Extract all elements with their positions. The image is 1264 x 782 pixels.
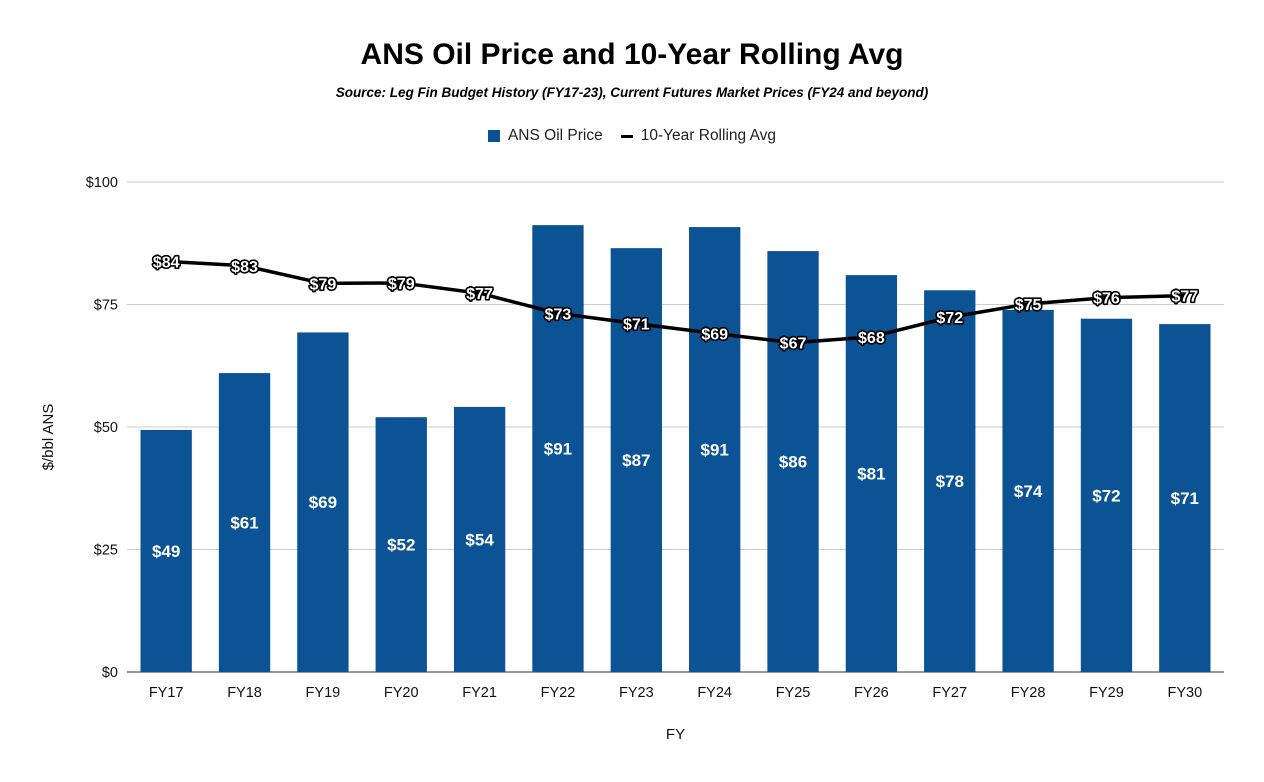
- bar-data-label: $52: [387, 536, 415, 555]
- bar-data-label: $54: [465, 530, 494, 549]
- line-data-label: $72: [936, 310, 963, 327]
- bar: [767, 251, 819, 672]
- line-data-label: $79: [310, 276, 337, 293]
- line-data-label: $76: [1093, 291, 1120, 308]
- y-tick-label: $0: [102, 665, 118, 681]
- x-tick-label: FY19: [306, 685, 341, 701]
- x-tick-label: FY21: [462, 685, 497, 701]
- chart-subtitle: Source: Leg Fin Budget History (FY17-23)…: [335, 85, 929, 100]
- x-tick-label: FY29: [1089, 685, 1124, 701]
- line-point: [1104, 296, 1108, 300]
- line-data-label: $77: [466, 286, 493, 303]
- legend-swatch-line: [620, 134, 633, 138]
- legend-label-rolling-avg: 10-Year Rolling Avg: [640, 127, 777, 144]
- line-data-label: $67: [780, 336, 807, 353]
- bar: [845, 275, 898, 672]
- legend-label-oil-price: ANS Oil Price: [507, 127, 603, 144]
- line-data-label: $71: [623, 317, 650, 334]
- x-tick-label: FY24: [697, 685, 732, 701]
- line-data-label: $77: [1171, 289, 1198, 306]
- rolling-avg-line: [164, 259, 1187, 345]
- line-point: [399, 281, 403, 285]
- line-point: [713, 331, 717, 335]
- x-tick-label: FY18: [227, 685, 262, 701]
- bar-data-label: $74: [1014, 482, 1043, 501]
- bar-data-label: $86: [779, 453, 807, 472]
- bar: [218, 373, 271, 672]
- bar-data-label: $81: [857, 465, 885, 484]
- line-point: [243, 264, 247, 268]
- bar: [297, 332, 349, 672]
- line-point: [1026, 302, 1030, 306]
- line-data-label: $83: [231, 259, 258, 276]
- bar-data-label: $61: [230, 514, 258, 533]
- bar: [689, 227, 741, 672]
- y-tick-label: $100: [86, 175, 118, 191]
- x-tick-label: FY26: [854, 685, 889, 701]
- y-tick-label: $50: [94, 420, 118, 436]
- x-tick-label: FY30: [1167, 685, 1202, 701]
- line-point: [791, 341, 795, 345]
- x-tick-label: FY17: [149, 685, 184, 701]
- line-point: [948, 315, 952, 319]
- x-axis-title: FY: [666, 726, 685, 743]
- legend-item-oil-price: ANS Oil Price: [487, 127, 603, 145]
- x-tick-label: FY23: [619, 685, 654, 701]
- bar-data-label: $72: [1092, 486, 1120, 505]
- line-point: [556, 311, 560, 315]
- bar: [610, 248, 662, 672]
- bar: [140, 429, 192, 672]
- bar: [453, 406, 506, 672]
- bar: [1080, 318, 1133, 672]
- line-data-label: $73: [545, 306, 572, 323]
- bar-data-label: $91: [700, 441, 728, 460]
- x-tick-label: FY22: [541, 685, 576, 701]
- bar-data-label: $78: [936, 472, 964, 491]
- line-data-label: $84: [153, 254, 180, 271]
- line-data-label: $75: [1015, 297, 1042, 314]
- bar-data-label: $49: [152, 542, 180, 561]
- line-point: [1183, 294, 1187, 298]
- line-point: [869, 335, 873, 339]
- y-axis-title: $/bbl ANS: [40, 404, 57, 471]
- y-tick-label: $25: [94, 543, 118, 559]
- legend-item-rolling-avg: 10-Year Rolling Avg: [620, 127, 777, 145]
- line-point: [164, 259, 168, 263]
- bar-data-label: $71: [1171, 489, 1199, 508]
- y-tick-label: $75: [94, 298, 118, 314]
- line-point: [321, 281, 325, 285]
- line-data-label: $79: [388, 276, 415, 293]
- bar: [532, 225, 584, 672]
- bar-data-label: $91: [544, 440, 572, 459]
- x-tick-label: FY27: [932, 685, 967, 701]
- bar: [924, 290, 976, 672]
- bar: [1159, 324, 1211, 672]
- line-point: [634, 322, 638, 326]
- x-tick-label: FY25: [776, 685, 811, 701]
- bar: [375, 417, 427, 672]
- line-data-label: $69: [701, 326, 728, 343]
- x-tick-label: FY20: [384, 685, 419, 701]
- line-data-label: $68: [858, 330, 885, 347]
- bar: [1002, 309, 1054, 672]
- legend: ANS Oil Price 10-Year Rolling Avg: [0, 127, 1264, 145]
- bar-data-label: $69: [309, 493, 337, 512]
- legend-swatch-bar: [487, 130, 500, 142]
- line-point: [478, 291, 482, 295]
- chart-title: ANS Oil Price and 10-Year Rolling Avg: [360, 38, 904, 71]
- x-tick-label: FY28: [1011, 685, 1046, 701]
- bar-data-label: $87: [622, 451, 650, 470]
